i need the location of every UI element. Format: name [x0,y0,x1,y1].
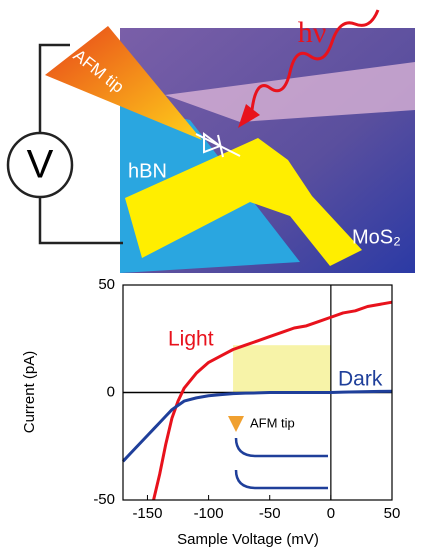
schematic: AFM tip V hν hBN MoS₂ [6,9,415,273]
hbn-label: hBN [128,160,167,182]
x-tick-label: -150 [132,505,162,522]
meter [6,131,74,199]
y-tick-label: -50 [93,491,115,508]
inset-tip [228,416,244,432]
x-axis-title: Sample Voltage (mV) [177,531,319,548]
y-tick-label: 0 [107,383,115,400]
x-tick-label: -100 [194,505,224,522]
light-ray [250,9,380,111]
meter-label: V [27,143,54,187]
series-label: Light [168,328,214,351]
x-tick-label: 50 [384,505,401,522]
flake [165,62,415,122]
y-tick-label: 50 [98,276,115,293]
wire [38,197,123,245]
electrode [125,138,362,266]
diode [195,132,241,158]
series-line [121,389,393,463]
arrowhead [238,104,260,128]
inset-curve [234,469,328,490]
series-label: Dark [338,368,383,391]
x-tick-label: -50 [259,505,281,522]
inset-label: AFM tip [250,415,295,430]
y-axis-title: Current (pA) [21,351,38,434]
wire [38,43,70,133]
mos2-label: MoS₂ [352,226,401,248]
plot-frame [122,284,393,501]
highlight [233,345,331,393]
chart: -150 -100 -50 0 50 -50 0 50 [93,276,400,522]
x-tick-label: 0 [327,505,335,522]
inset-curve [234,437,328,458]
tip-shape [45,26,202,140]
photon-label: hν [298,16,327,49]
